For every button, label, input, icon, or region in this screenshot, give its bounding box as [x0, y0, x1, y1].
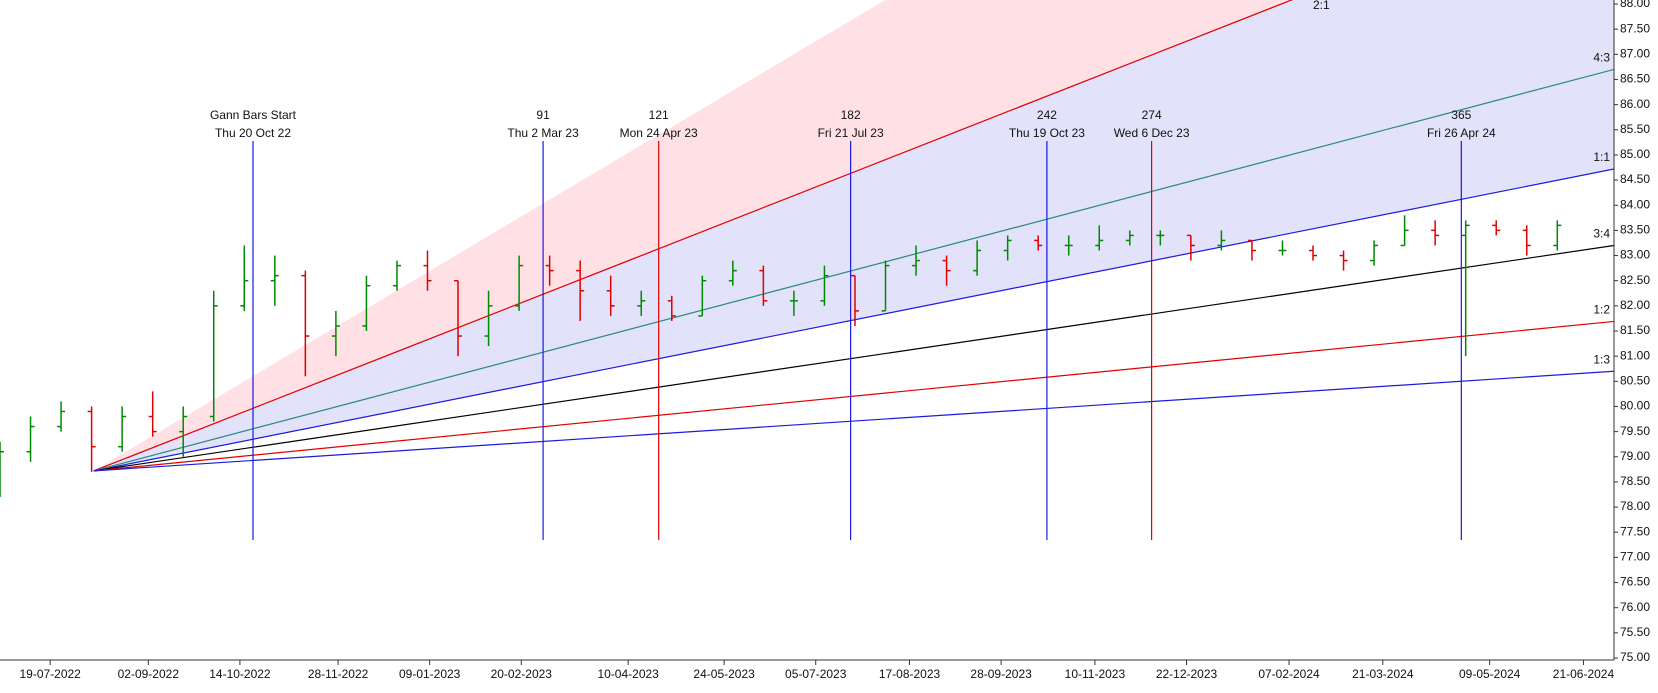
time-line-label: 182 [841, 108, 861, 122]
plot-area [0, 0, 1614, 540]
y-tick-label: 85.50 [1620, 122, 1650, 136]
fan-line [93, 0, 1294, 472]
y-tick-label: 80.00 [1620, 399, 1650, 413]
y-tick-label: 77.00 [1620, 550, 1650, 564]
y-tick-label: 79.50 [1620, 424, 1650, 438]
fan-shade [93, 0, 1614, 471]
fan-line [93, 320, 1614, 472]
x-tick-label: 20-02-2023 [491, 667, 553, 681]
time-line-date: Wed 6 Dec 23 [1114, 126, 1190, 140]
x-tick-label: 10-04-2023 [597, 667, 659, 681]
x-tick-label: 07-02-2024 [1258, 667, 1320, 681]
y-tick-label: 75.00 [1620, 650, 1650, 664]
time-line-label: 365 [1451, 108, 1471, 122]
y-tick-label: 83.00 [1620, 248, 1650, 262]
y-tick-label: 77.50 [1620, 524, 1650, 538]
x-tick-label: 28-11-2022 [308, 667, 369, 681]
fan-label: 2:1 [1313, 0, 1330, 12]
x-tick-label: 28-09-2023 [970, 667, 1032, 681]
time-line-date: Thu 19 Oct 23 [1009, 126, 1085, 140]
fan-label: 1:2 [1593, 303, 1610, 317]
time-line-label: Gann Bars Start [210, 108, 297, 122]
time-line-label: 242 [1037, 108, 1057, 122]
x-tick-label: 05-07-2023 [785, 667, 847, 681]
fan-label: 1:1 [1593, 150, 1610, 164]
fan-line [93, 68, 1614, 472]
y-tick-label: 80.50 [1620, 373, 1650, 387]
fan-label: 1:3 [1593, 352, 1610, 366]
y-tick-label: 78.00 [1620, 499, 1650, 513]
y-tick-label: 82.50 [1620, 273, 1650, 287]
y-tick-label: 87.50 [1620, 21, 1650, 35]
y-tick-label: 78.50 [1620, 474, 1650, 488]
y-tick-label: 82.00 [1620, 298, 1650, 312]
y-tick-label: 84.50 [1620, 172, 1650, 186]
y-tick-label: 76.50 [1620, 575, 1650, 589]
fan-label: 4:3 [1593, 51, 1610, 65]
y-tick-label: 76.00 [1620, 600, 1650, 614]
x-tick-label: 24-05-2023 [693, 667, 755, 681]
x-tick-label: 09-05-2024 [1459, 667, 1521, 681]
fan-line [93, 244, 1614, 472]
x-tick-label: 10-11-2023 [1065, 667, 1126, 681]
y-tick-label: 86.00 [1620, 97, 1650, 111]
y-tick-label: 79.00 [1620, 449, 1650, 463]
time-line-date: Fri 21 Jul 23 [818, 126, 884, 140]
x-tick-label: 22-12-2023 [1156, 667, 1218, 681]
y-tick-label: 81.00 [1620, 348, 1650, 362]
y-tick-label: 84.00 [1620, 197, 1650, 211]
time-line-label: 274 [1142, 108, 1162, 122]
time-line-date: Thu 2 Mar 23 [507, 126, 579, 140]
y-tick-label: 85.00 [1620, 147, 1650, 161]
time-line-label: 121 [649, 108, 669, 122]
time-line-date: Thu 20 Oct 22 [215, 126, 291, 140]
y-tick-label: 83.50 [1620, 223, 1650, 237]
x-tick-label: 14-10-2022 [209, 667, 271, 681]
y-tick-label: 81.50 [1620, 323, 1650, 337]
x-tick-label: 02-09-2022 [118, 667, 180, 681]
y-tick-label: 86.50 [1620, 72, 1650, 86]
x-tick-label: 09-01-2023 [399, 667, 461, 681]
y-tick-label: 88.00 [1620, 0, 1650, 10]
fan-line [93, 370, 1614, 472]
axes: 75.00 75.50 76.00 76.50 77.00 77.50 78.00 78.50… [0, 0, 1650, 681]
time-line-label: 91 [536, 108, 550, 122]
fan-line [93, 168, 1614, 472]
fan-label: 3:4 [1593, 227, 1610, 241]
y-tick-label: 75.50 [1620, 625, 1650, 639]
x-tick-label: 21-06-2024 [1553, 667, 1615, 681]
y-tick-label: 87.00 [1620, 46, 1650, 60]
x-tick-label: 19-07-2022 [19, 667, 81, 681]
time-line-date: Fri 26 Apr 24 [1427, 126, 1496, 140]
x-tick-label: 21-03-2024 [1352, 667, 1414, 681]
time-line-date: Mon 24 Apr 23 [620, 126, 698, 140]
x-tick-label: 17-08-2023 [879, 667, 941, 681]
